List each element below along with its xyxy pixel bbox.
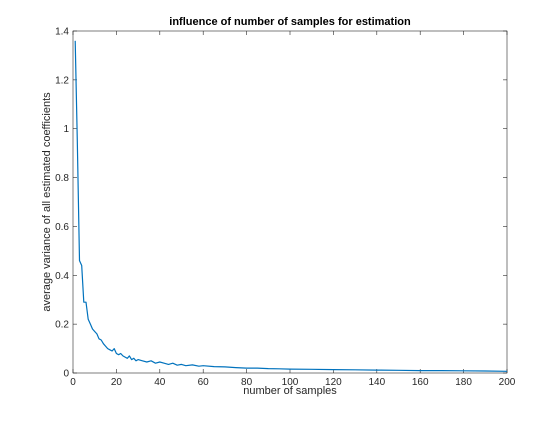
y-tick-label: 1.2 <box>55 75 69 86</box>
x-tick-label: 180 <box>455 377 472 388</box>
x-tick-label: 80 <box>241 377 253 388</box>
plot-area <box>72 30 508 374</box>
tick-group <box>72 30 508 374</box>
x-tick-label: 120 <box>325 377 342 388</box>
x-tick-label: 140 <box>368 377 385 388</box>
chart-title: influence of number of samples for estim… <box>169 16 411 28</box>
y-tick-label: 1 <box>63 124 69 135</box>
x-tick-label: 100 <box>282 377 299 388</box>
series-line <box>74 40 508 372</box>
x-tick-label: 200 <box>499 377 516 388</box>
x-tick-label: 0 <box>70 377 76 388</box>
y-axis-title: average variance of all estimated coeffi… <box>41 92 53 312</box>
x-tick-label: 40 <box>154 377 166 388</box>
y-tick-label: 0 <box>63 369 69 380</box>
tick-label-group: 0 20 40 60 80 100 120 140 160 180 200 0 0.2 0.4 0.6 0.8… <box>55 27 516 389</box>
x-tick-label: 20 <box>111 377 123 388</box>
y-tick-label: 0.6 <box>55 222 69 233</box>
y-tick-label: 0.8 <box>55 173 69 184</box>
y-tick-label: 0.4 <box>55 271 69 282</box>
y-tick-label: 1.4 <box>55 27 69 38</box>
x-tick-label: 160 <box>412 377 429 388</box>
y-tick-label: 0.2 <box>55 320 69 331</box>
x-tick-label: 60 <box>198 377 210 388</box>
x-axis-title: number of samples <box>243 385 337 397</box>
